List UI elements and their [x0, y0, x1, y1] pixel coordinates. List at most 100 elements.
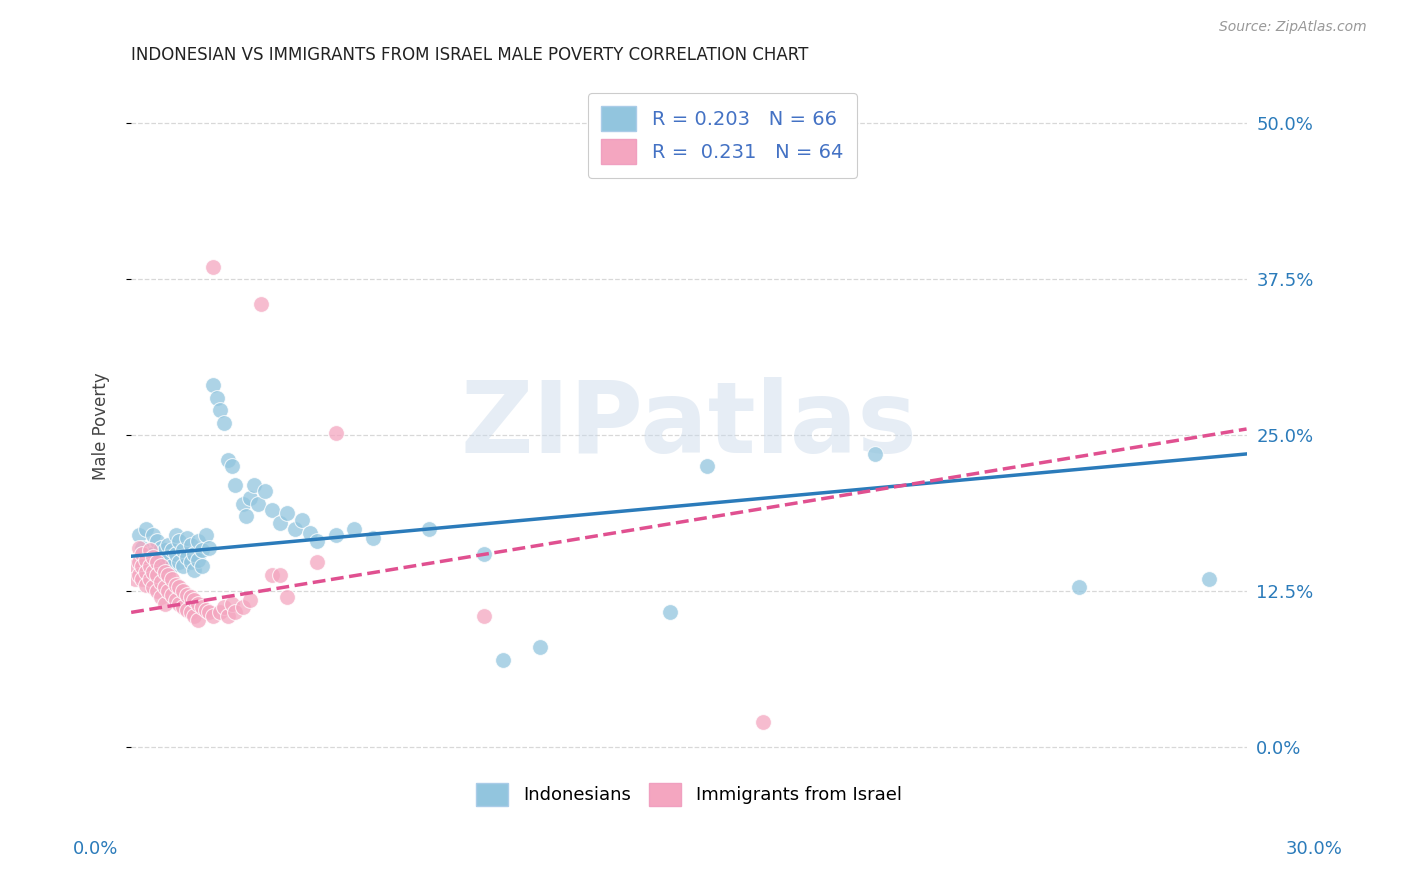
Point [343, 522, 366, 536]
Point [169, 556, 191, 570]
Point [149, 559, 172, 574]
Point [201, 260, 224, 274]
Point [187, 597, 209, 611]
Point [183, 563, 205, 577]
Point [139, 547, 162, 561]
Point [232, 600, 254, 615]
Point [217, 609, 239, 624]
Point [128, 541, 150, 555]
Point [176, 531, 198, 545]
Point [139, 559, 162, 574]
Point [160, 559, 183, 574]
Point [157, 584, 180, 599]
Point [128, 568, 150, 582]
Point [191, 543, 214, 558]
Point [172, 543, 194, 558]
Point [160, 572, 183, 586]
Point [307, 556, 329, 570]
Point [276, 506, 298, 520]
Point [1069, 581, 1091, 595]
Point [172, 600, 194, 615]
Text: INDONESIAN VS IMMIGRANTS FROM ISRAEL MALE POVERTY CORRELATION CHART: INDONESIAN VS IMMIGRANTS FROM ISRAEL MAL… [131, 46, 808, 64]
Point [474, 609, 496, 624]
Point [146, 556, 169, 570]
Point [205, 391, 228, 405]
Point [325, 528, 347, 542]
Point [183, 547, 205, 561]
Point [176, 588, 198, 602]
Point [1198, 572, 1220, 586]
Point [172, 559, 194, 574]
Point [232, 497, 254, 511]
Point [165, 528, 187, 542]
Point [291, 513, 314, 527]
Point [131, 559, 153, 574]
Point [131, 572, 153, 586]
Point [243, 478, 266, 492]
Point [298, 525, 321, 540]
Point [142, 566, 165, 580]
Point [235, 509, 257, 524]
Point [124, 572, 146, 586]
Point [169, 581, 191, 595]
Point [165, 593, 187, 607]
Point [142, 581, 165, 595]
Point [212, 600, 235, 615]
Point [128, 528, 150, 542]
Point [492, 653, 515, 667]
Point [696, 459, 718, 474]
Point [198, 541, 221, 555]
Point [276, 591, 298, 605]
Point [262, 503, 284, 517]
Point [135, 553, 157, 567]
Point [194, 603, 217, 617]
Point [149, 541, 172, 555]
Point [239, 491, 262, 505]
Point [284, 522, 307, 536]
Point [418, 522, 440, 536]
Point [160, 543, 183, 558]
Point [325, 425, 347, 440]
Point [142, 528, 165, 542]
Point [191, 600, 214, 615]
Point [146, 584, 169, 599]
Point [165, 578, 187, 592]
Point [246, 497, 269, 511]
Point [361, 531, 384, 545]
Point [135, 578, 157, 592]
Point [201, 378, 224, 392]
Point [124, 559, 146, 574]
Point [183, 593, 205, 607]
Point [224, 606, 246, 620]
Point [176, 603, 198, 617]
Point [307, 534, 329, 549]
Point [224, 478, 246, 492]
Point [149, 559, 172, 574]
Point [180, 606, 202, 620]
Text: 0.0%: 0.0% [73, 840, 118, 858]
Point [221, 459, 243, 474]
Point [198, 606, 221, 620]
Point [131, 547, 153, 561]
Point [194, 528, 217, 542]
Point [142, 547, 165, 561]
Point [169, 597, 191, 611]
Point [250, 297, 273, 311]
Point [172, 584, 194, 599]
Point [253, 484, 276, 499]
Point [529, 640, 551, 655]
Point [187, 534, 209, 549]
Point [146, 568, 169, 582]
Text: Source: ZipAtlas.com: Source: ZipAtlas.com [1219, 20, 1367, 34]
Point [239, 593, 262, 607]
Point [146, 553, 169, 567]
Point [752, 715, 775, 730]
Point [149, 575, 172, 590]
Point [191, 559, 214, 574]
Point [201, 609, 224, 624]
Point [262, 568, 284, 582]
Point [146, 534, 169, 549]
Point [135, 522, 157, 536]
Point [180, 591, 202, 605]
Point [180, 556, 202, 570]
